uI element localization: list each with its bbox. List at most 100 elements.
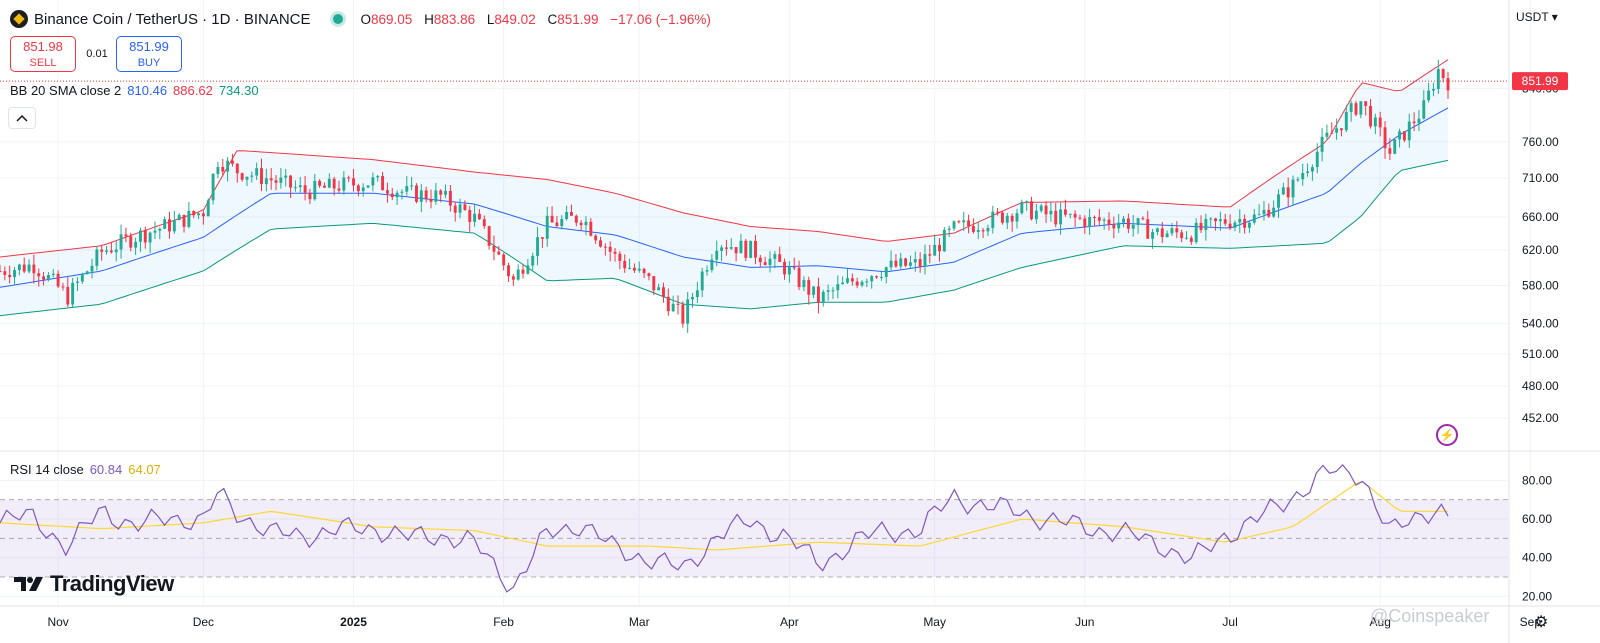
change-value: −17.06 (−1.96%) xyxy=(610,11,711,27)
time-axis-label: Sep xyxy=(1520,615,1542,629)
candle-body xyxy=(1436,69,1440,89)
candle-body xyxy=(1257,214,1261,216)
candle-body xyxy=(836,284,840,291)
candle-body xyxy=(356,185,360,192)
candle-body xyxy=(1107,219,1111,225)
candle-body xyxy=(962,220,966,223)
candle-body xyxy=(991,211,995,228)
candle-body xyxy=(361,187,365,192)
candle-body xyxy=(1228,223,1232,228)
candle-body xyxy=(1315,151,1319,168)
candle-body xyxy=(381,175,385,191)
candle-body xyxy=(1194,222,1198,243)
candle-body xyxy=(1078,217,1082,219)
candle-body xyxy=(366,185,370,188)
sell-button[interactable]: 851.98 SELL xyxy=(10,36,76,72)
open-key: O xyxy=(360,11,372,27)
buy-button[interactable]: 851.99 BUY xyxy=(116,36,182,72)
candle-body xyxy=(763,262,767,266)
candle-body xyxy=(632,267,636,271)
candle-body xyxy=(337,188,341,191)
collapse-legend-button[interactable] xyxy=(8,107,36,129)
candle-body xyxy=(342,177,346,191)
candle-body xyxy=(923,254,927,267)
currency-selector[interactable]: USDT ▾ xyxy=(1516,10,1558,24)
candle-body xyxy=(1320,136,1324,152)
gear-icon[interactable]: ⚙ xyxy=(1534,614,1549,631)
candle-body xyxy=(1044,205,1048,215)
candle-body xyxy=(681,304,685,324)
candle-body xyxy=(448,190,452,206)
candle-body xyxy=(487,226,491,246)
bb-upper-value: 886.62 xyxy=(173,83,213,98)
close-value: 851.99 xyxy=(557,11,599,27)
candle-body xyxy=(502,254,506,266)
candle-body xyxy=(739,240,743,254)
candle-body xyxy=(1160,228,1164,238)
bb-fill xyxy=(0,59,1448,316)
candle-body xyxy=(816,286,820,303)
candle-body xyxy=(1398,131,1402,140)
candle-body xyxy=(1238,218,1242,223)
candle-body xyxy=(724,247,728,249)
candle-body xyxy=(332,178,336,189)
ohlc-values: O869.05 H883.86 L849.02 C851.99 −17.06 (… xyxy=(361,12,719,27)
candle-body xyxy=(221,166,225,172)
candle-body xyxy=(168,219,171,232)
candle-body xyxy=(1020,201,1024,214)
candle-body xyxy=(802,279,806,288)
candle-body xyxy=(511,276,515,280)
candle-body xyxy=(531,255,535,266)
time-axis-label: Nov xyxy=(47,615,68,629)
candle-body xyxy=(1117,222,1121,229)
candle-body xyxy=(729,247,733,249)
candle-body xyxy=(754,240,757,258)
candle-body xyxy=(245,176,249,180)
rsi-line xyxy=(0,464,1449,593)
candle-body xyxy=(201,213,205,217)
candle-body xyxy=(410,185,414,187)
candle-body xyxy=(976,230,980,232)
last-price-tag: 851.99 xyxy=(1522,74,1559,88)
rsi-indicator-legend[interactable]: RSI 14 close 60.84 64.07 xyxy=(10,462,167,477)
candle-body xyxy=(129,236,133,248)
candle-body xyxy=(56,273,60,287)
candle-body xyxy=(846,278,849,283)
candle-body xyxy=(536,237,540,256)
bb-indicator-legend[interactable]: BB 20 SMA close 2 810.46 886.62 734.30 xyxy=(10,83,265,98)
candle-body xyxy=(264,178,268,185)
candle-body xyxy=(758,257,762,263)
candle-body xyxy=(821,291,825,303)
candle-body xyxy=(114,249,118,253)
tradingview-logo[interactable]: TradingView xyxy=(14,571,174,597)
candle-body xyxy=(182,214,186,227)
candle-body xyxy=(1126,218,1130,229)
candle-body xyxy=(119,234,123,250)
candle-body xyxy=(807,279,811,295)
candle-body xyxy=(1402,131,1406,141)
candle-body xyxy=(637,268,641,271)
rsi-axis-label: 60.00 xyxy=(1522,512,1552,526)
candle-body xyxy=(773,254,777,259)
tradingview-mark-icon xyxy=(14,577,43,591)
candle-body xyxy=(584,221,588,226)
rsi-value: 60.84 xyxy=(89,462,123,477)
time-axis-label: May xyxy=(923,615,946,629)
candle-body xyxy=(894,260,898,267)
candle-body xyxy=(1306,171,1310,174)
last-price-tag-bg xyxy=(1512,72,1568,91)
candle-body xyxy=(293,187,297,189)
lightning-icon[interactable]: ⚡ xyxy=(1436,424,1458,446)
candle-body xyxy=(492,245,496,252)
candle-body xyxy=(1136,218,1140,225)
candle-body xyxy=(918,259,922,267)
rsi-background-band xyxy=(0,499,1508,577)
candle-body xyxy=(279,177,283,183)
candle-body xyxy=(526,265,530,274)
candle-body xyxy=(1354,103,1358,115)
price-axis-label: 480.00 xyxy=(1522,379,1559,393)
symbol-title[interactable]: Binance Coin / TetherUS · 1D · BINANCE xyxy=(34,10,311,28)
bb-upper-line xyxy=(0,59,1449,258)
